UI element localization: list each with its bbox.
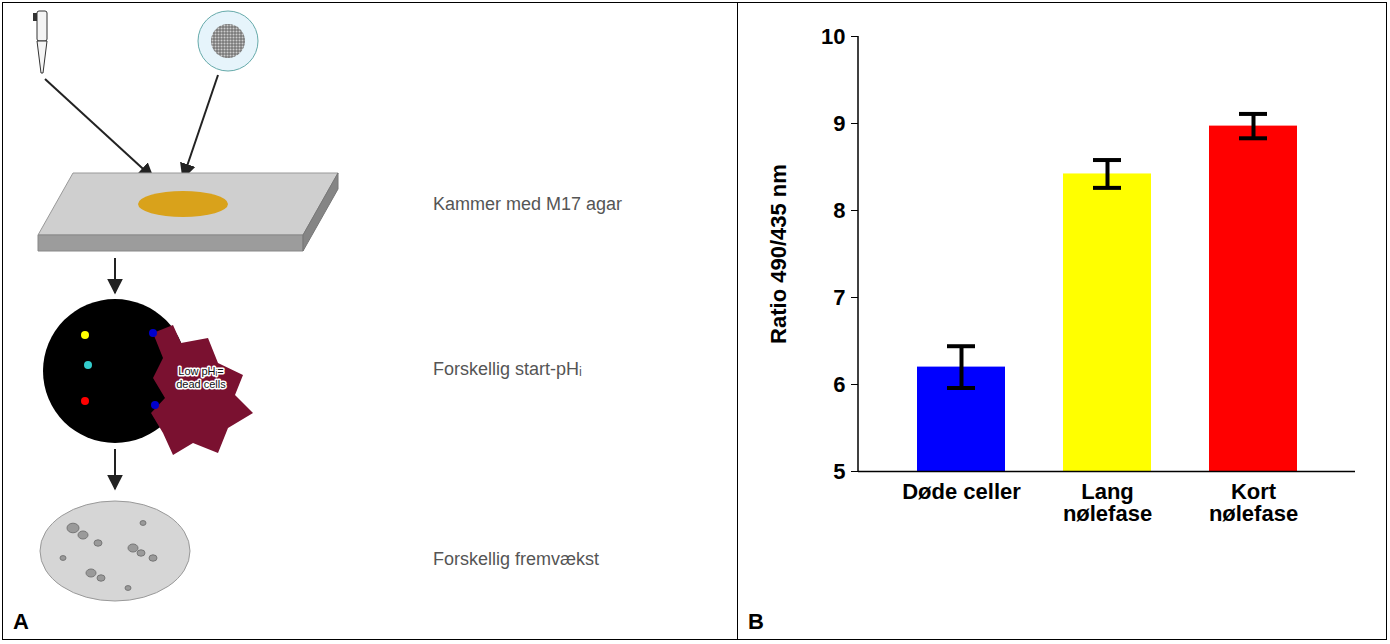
svg-text:Kammer med M17 agar: Kammer med M17 agar [433,194,622,214]
svg-text:6: 6 [833,372,845,397]
svg-text:Ratio 490/435 nm: Ratio 490/435 nm [766,164,791,344]
svg-text:5: 5 [833,459,845,484]
svg-text:Langnølefase: Langnølefase [1063,479,1152,526]
svg-text:7: 7 [833,285,845,310]
html-text:B: B [748,609,764,634]
svg-text:Low pHᵢ=dead cells: Low pHᵢ=dead cells [176,365,226,390]
svg-text:Kortnølefase: Kortnølefase [1209,479,1298,526]
svg-text:Døde celler: Døde celler [902,479,1021,504]
html-text:A: A [13,609,29,634]
svg-text:8: 8 [833,198,845,223]
svg-text:10: 10 [821,24,845,49]
svg-text:Forskellig start-pHᵢ: Forskellig start-pHᵢ [433,359,582,379]
svg-text:9: 9 [833,111,845,136]
svg-text:Forskellig fremvækst: Forskellig fremvækst [433,549,599,569]
